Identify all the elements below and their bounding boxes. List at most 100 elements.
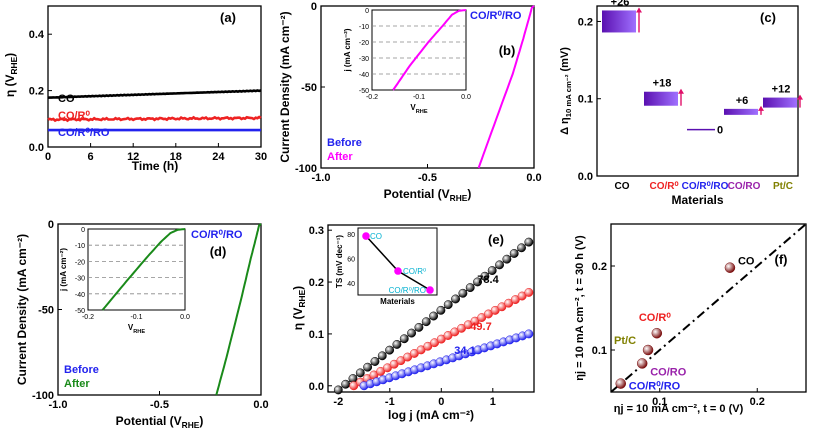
panel-a-legend-co: CO [58,93,75,105]
panel-e-point-0 [392,339,402,349]
panel-e-label: (e) [488,232,504,247]
panel-d-x-tick-label: -1.0 [49,399,68,411]
panel-b-legend-after: After [327,151,353,163]
panel-e-y-tick-label: 0.3 [309,225,324,237]
panel-c-category-1: CO/R⁰ [649,181,678,192]
panel-e-slope-cororo: 34.1 [454,345,475,357]
panel-e-point-0 [517,243,526,253]
panel-a-x-tick-label: 30 [255,151,267,163]
panel-e-point-0 [458,288,468,298]
panel-e-x-tick-label: -2 [333,396,343,408]
panel-f-point-label-1: CO/R⁰ [639,312,672,324]
panel-e-point-0 [495,260,504,270]
panel-c-xlabel: Materials [671,193,723,207]
panel-d-inset-xlabel: VRHE [128,323,145,335]
panel-b-material: CO/R⁰/RO [470,10,522,22]
panel-e-x-tick-label: -1 [385,396,395,408]
panel-d-label: (d) [210,244,227,259]
panel-b-label: (b) [499,43,516,58]
panel-d-xlabel: Potential (VRHE) [116,414,204,430]
panel-f-point-label-2: Pt/C [614,335,636,347]
panel-b-inset-curve [392,9,467,91]
panel-e-inset-frame [357,227,438,296]
panel-f-point-label-4: CO/R⁰/RO [629,381,681,393]
panel-c-arrowhead-0 [636,7,642,13]
panel-e-x-tick-label: 0 [438,396,444,408]
panel-e-inset-ytick: 40 [347,281,355,288]
panel-e-point-0 [377,351,387,361]
panel-c-delta-4: +12 [772,84,791,96]
panel-b-x-tick-label: 0.0 [526,172,541,184]
panel-b-xlabel: Potential (VRHE) [384,187,472,203]
panel-c-y-tick-label: 0.2 [578,16,593,28]
panel-e-slope-co: 78.4 [477,274,499,286]
panel-a-legend-cor: CO/R⁰ [58,110,91,122]
panel-d-inset-ytick: -40 [75,292,85,299]
panel-c-y-tick-label: 0.0 [578,171,593,183]
panel-b-y-tick-label: -50 [301,82,317,94]
panel-d-inset-ytick: 0 [81,227,85,234]
panel-e-ylabel: η (VRHE) [291,286,307,330]
panel-c-delta-1: +18 [653,78,672,90]
panel-e-point-0 [407,328,417,338]
panel-d-legend-before: Before [64,364,99,376]
panel-f-x-tick-label: 0.2 [750,396,765,408]
panel-c-frame [596,5,799,177]
panel-a-legend-cororo: CO/R⁰/RO [58,127,110,139]
panel-c-bar-0 [602,10,636,33]
panel-e-y-tick-label: 0.0 [309,381,324,393]
panel-a-x-tick-label: 12 [127,151,139,163]
panel-c-category-0: CO [615,181,630,192]
panel-a-y-tick-label: 0.0 [29,142,44,154]
panel-e-point-1 [524,287,534,297]
panel-b-y-tick-label: 0 [311,1,317,13]
panel-e-inset-name-0: CO [370,232,382,241]
panel-c-arrowhead-4 [797,94,803,100]
panel-b-inset-ytick: -50 [359,88,369,95]
panel-f-point-4 [615,378,626,389]
panel-a-label: (a) [220,10,236,25]
panel-b-x-tick-label: -1.0 [312,172,331,184]
panel-e-y-tick-label: 0.1 [309,329,324,341]
panel-e-point-0 [399,334,409,344]
panel-d-inset-curve [101,228,186,311]
panel-c-bar-3 [724,108,758,115]
panel-d-inset-ytick: -50 [75,308,85,315]
panel-a-x-tick-label: 18 [170,151,182,163]
panel-d-inset-ylabel: j (mA cm⁻²) [59,248,68,292]
panel-c-delta-2: 0 [717,125,723,137]
panel-e-point-0 [333,385,343,395]
panel-d-inset-xtick: -0.2 [82,314,94,321]
panel-e-y-tick-label: 0.2 [309,277,324,289]
panel-d-material: CO/R⁰/RO [191,229,243,241]
panel-c-bar-4 [763,97,797,108]
panel-c-arrowhead-1 [678,88,684,94]
panel-a-xlabel: Time (h) [132,159,178,173]
panel-e-slope-cor: 49.7 [470,321,491,333]
panel-f-point-0 [724,262,736,273]
panel-a-x-tick-label: 6 [88,151,94,163]
panel-e-point-0 [436,305,446,315]
panel-d-inset-ytick: -30 [75,276,85,283]
panel-c-arrowhead-3 [758,105,764,111]
panel-e-x-tick-label: 1 [490,396,496,408]
panel-d-y-tick-label: -50 [38,305,54,317]
panel-e-point-0 [473,277,482,287]
panel-b-inset-xtick: -0.1 [413,94,425,101]
panel-d-inset-ytick: -10 [75,243,85,250]
panel-e-inset-ytick: 80 [347,232,355,239]
panel-e-point-0 [355,368,365,378]
panel-b-y-tick-label: -100 [295,163,317,175]
panel-c-y-tick-label: 0.1 [578,94,593,106]
panel-a-ylabel: η (VRHE) [3,53,19,97]
panel-d-inset-xtick: -0.1 [130,314,142,321]
panel-d-legend-after: After [64,378,90,390]
panel-c-category-2: CO/R⁰/RO [682,181,729,192]
panel-b-legend-before: Before [327,137,362,149]
panel-c-delta-3: +6 [736,95,749,107]
panel-a-x-tick-label: 0 [45,151,51,163]
panel-b-inset-ytick: -20 [359,40,369,47]
panel-c-bar-1 [644,91,678,106]
panel-e-inset-ytick: 60 [347,256,355,263]
